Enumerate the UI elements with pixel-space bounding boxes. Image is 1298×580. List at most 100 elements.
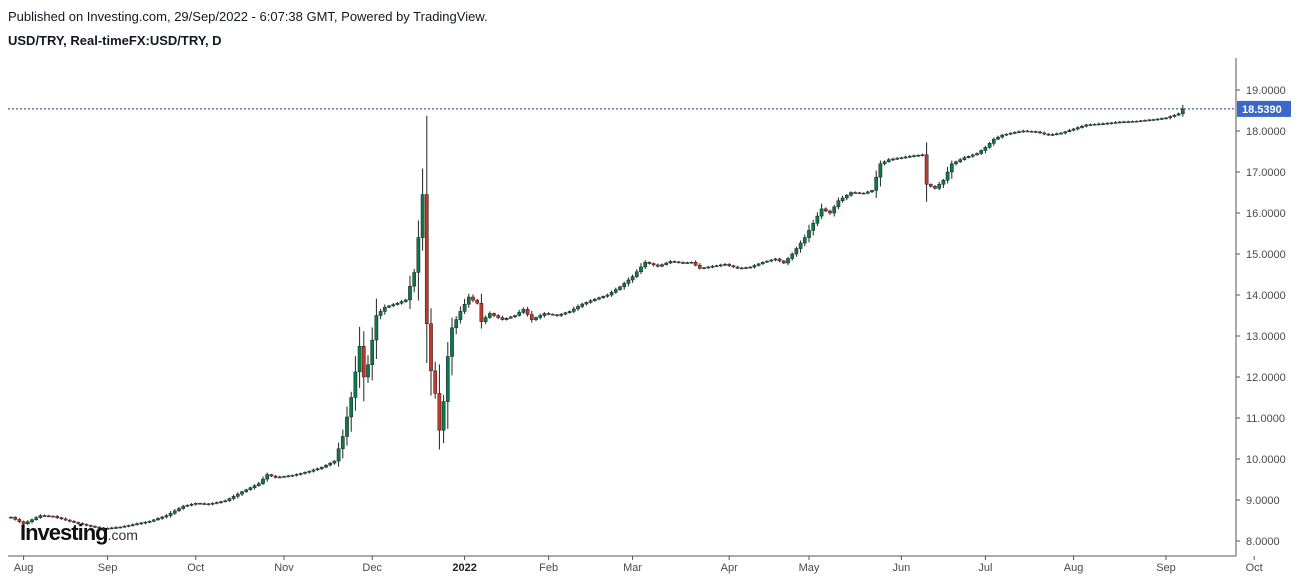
candle-body bbox=[9, 516, 13, 519]
candle-body bbox=[714, 265, 719, 267]
candle-body bbox=[832, 206, 837, 214]
candle-body bbox=[1033, 131, 1038, 133]
candle-body bbox=[1143, 120, 1147, 122]
candle-body bbox=[903, 156, 908, 159]
candle-body bbox=[105, 528, 110, 530]
candle-body bbox=[248, 487, 253, 491]
candle-body bbox=[559, 313, 564, 316]
candle-body bbox=[920, 154, 925, 157]
price-overlay: 18.5390 bbox=[8, 100, 1291, 117]
candle-body bbox=[508, 316, 513, 319]
candle-body bbox=[760, 261, 765, 265]
candle-body bbox=[773, 258, 778, 261]
candle-body bbox=[177, 508, 181, 512]
candle-body bbox=[786, 258, 790, 264]
candle-body bbox=[122, 525, 127, 528]
candle-body bbox=[933, 186, 937, 189]
candle-body bbox=[513, 315, 517, 318]
candle-body bbox=[475, 299, 480, 304]
candle-body bbox=[710, 266, 715, 268]
candle-body bbox=[865, 191, 870, 194]
candle-body bbox=[59, 517, 64, 520]
candle-body bbox=[1168, 116, 1173, 119]
candle-body bbox=[370, 339, 375, 365]
chart-axes: 8.0000 9.0000 10.0000 11.0000 12.0000 13.0000… bbox=[8, 58, 1286, 574]
candle-body bbox=[118, 526, 123, 529]
candle-body bbox=[361, 346, 366, 378]
candle-body bbox=[861, 192, 866, 195]
candle-body bbox=[521, 309, 526, 313]
candle-body bbox=[807, 230, 811, 238]
candle-body bbox=[109, 527, 114, 530]
candle-body bbox=[219, 501, 223, 503]
candle-body bbox=[542, 313, 547, 316]
candle-body bbox=[588, 300, 593, 303]
last-price-tag bbox=[1237, 100, 1291, 117]
x-tick-label: Oct bbox=[1246, 562, 1263, 574]
candle-body bbox=[815, 215, 820, 224]
candle-body bbox=[664, 262, 669, 265]
candle-body bbox=[580, 303, 585, 307]
candle-body bbox=[466, 296, 471, 305]
candle-body bbox=[441, 401, 446, 431]
candle-body bbox=[1059, 132, 1063, 135]
candle-body bbox=[1008, 132, 1013, 135]
y-tick-label: 9.0000 bbox=[1246, 495, 1280, 507]
candle-body bbox=[72, 521, 76, 523]
candle-body bbox=[731, 265, 736, 268]
candle-body bbox=[244, 489, 249, 493]
candle-body bbox=[1122, 121, 1126, 124]
logo-text: Investing bbox=[20, 520, 109, 545]
candle-body bbox=[395, 302, 400, 305]
candle-body bbox=[51, 515, 55, 518]
symbol-title: USD/TRY, Real-timeFX:USD/TRY, D bbox=[8, 33, 222, 48]
candle-body bbox=[550, 313, 555, 316]
candle-body bbox=[1067, 130, 1072, 132]
candle-body bbox=[130, 524, 135, 526]
candle-body bbox=[261, 478, 265, 484]
candle-body bbox=[576, 306, 580, 310]
candle-body bbox=[340, 436, 345, 450]
candle-body bbox=[324, 464, 328, 468]
candle-body bbox=[529, 314, 534, 320]
candle-body bbox=[1155, 118, 1160, 121]
x-tick-label: Jun bbox=[893, 562, 911, 574]
candle-body bbox=[1021, 130, 1026, 133]
candle-body bbox=[1084, 124, 1089, 127]
candle-body bbox=[597, 297, 601, 300]
candle-body bbox=[13, 516, 18, 520]
candle-body bbox=[546, 313, 551, 315]
candle-body bbox=[1172, 114, 1177, 117]
candle-body bbox=[651, 263, 656, 266]
candle-series bbox=[9, 104, 1185, 531]
candle-body bbox=[723, 264, 727, 266]
candle-body bbox=[1096, 123, 1101, 126]
candle-body bbox=[387, 305, 391, 308]
candle-body bbox=[639, 266, 643, 273]
candle-body bbox=[252, 485, 257, 488]
candle-body bbox=[483, 317, 488, 322]
candle-body bbox=[1004, 133, 1009, 136]
candle-body bbox=[1176, 113, 1181, 116]
candle-body bbox=[823, 208, 828, 212]
candle-body bbox=[676, 261, 681, 264]
candle-body bbox=[433, 370, 438, 394]
candle-body bbox=[1105, 122, 1110, 125]
candle-body bbox=[882, 161, 887, 165]
candle-body bbox=[655, 264, 660, 267]
candle-body bbox=[63, 518, 68, 521]
candle-body bbox=[492, 313, 496, 316]
candle-body bbox=[878, 163, 883, 178]
candle-body bbox=[769, 259, 774, 262]
candle-body bbox=[702, 267, 706, 269]
candle-body bbox=[1159, 118, 1164, 120]
candle-body bbox=[840, 197, 845, 201]
candle-body bbox=[382, 307, 387, 312]
candle-body bbox=[928, 184, 933, 187]
candle-body bbox=[160, 516, 165, 519]
x-tick-label: Aug bbox=[1064, 562, 1084, 574]
candle-body bbox=[630, 276, 635, 281]
candle-body bbox=[538, 315, 543, 318]
candle-body bbox=[886, 159, 891, 162]
